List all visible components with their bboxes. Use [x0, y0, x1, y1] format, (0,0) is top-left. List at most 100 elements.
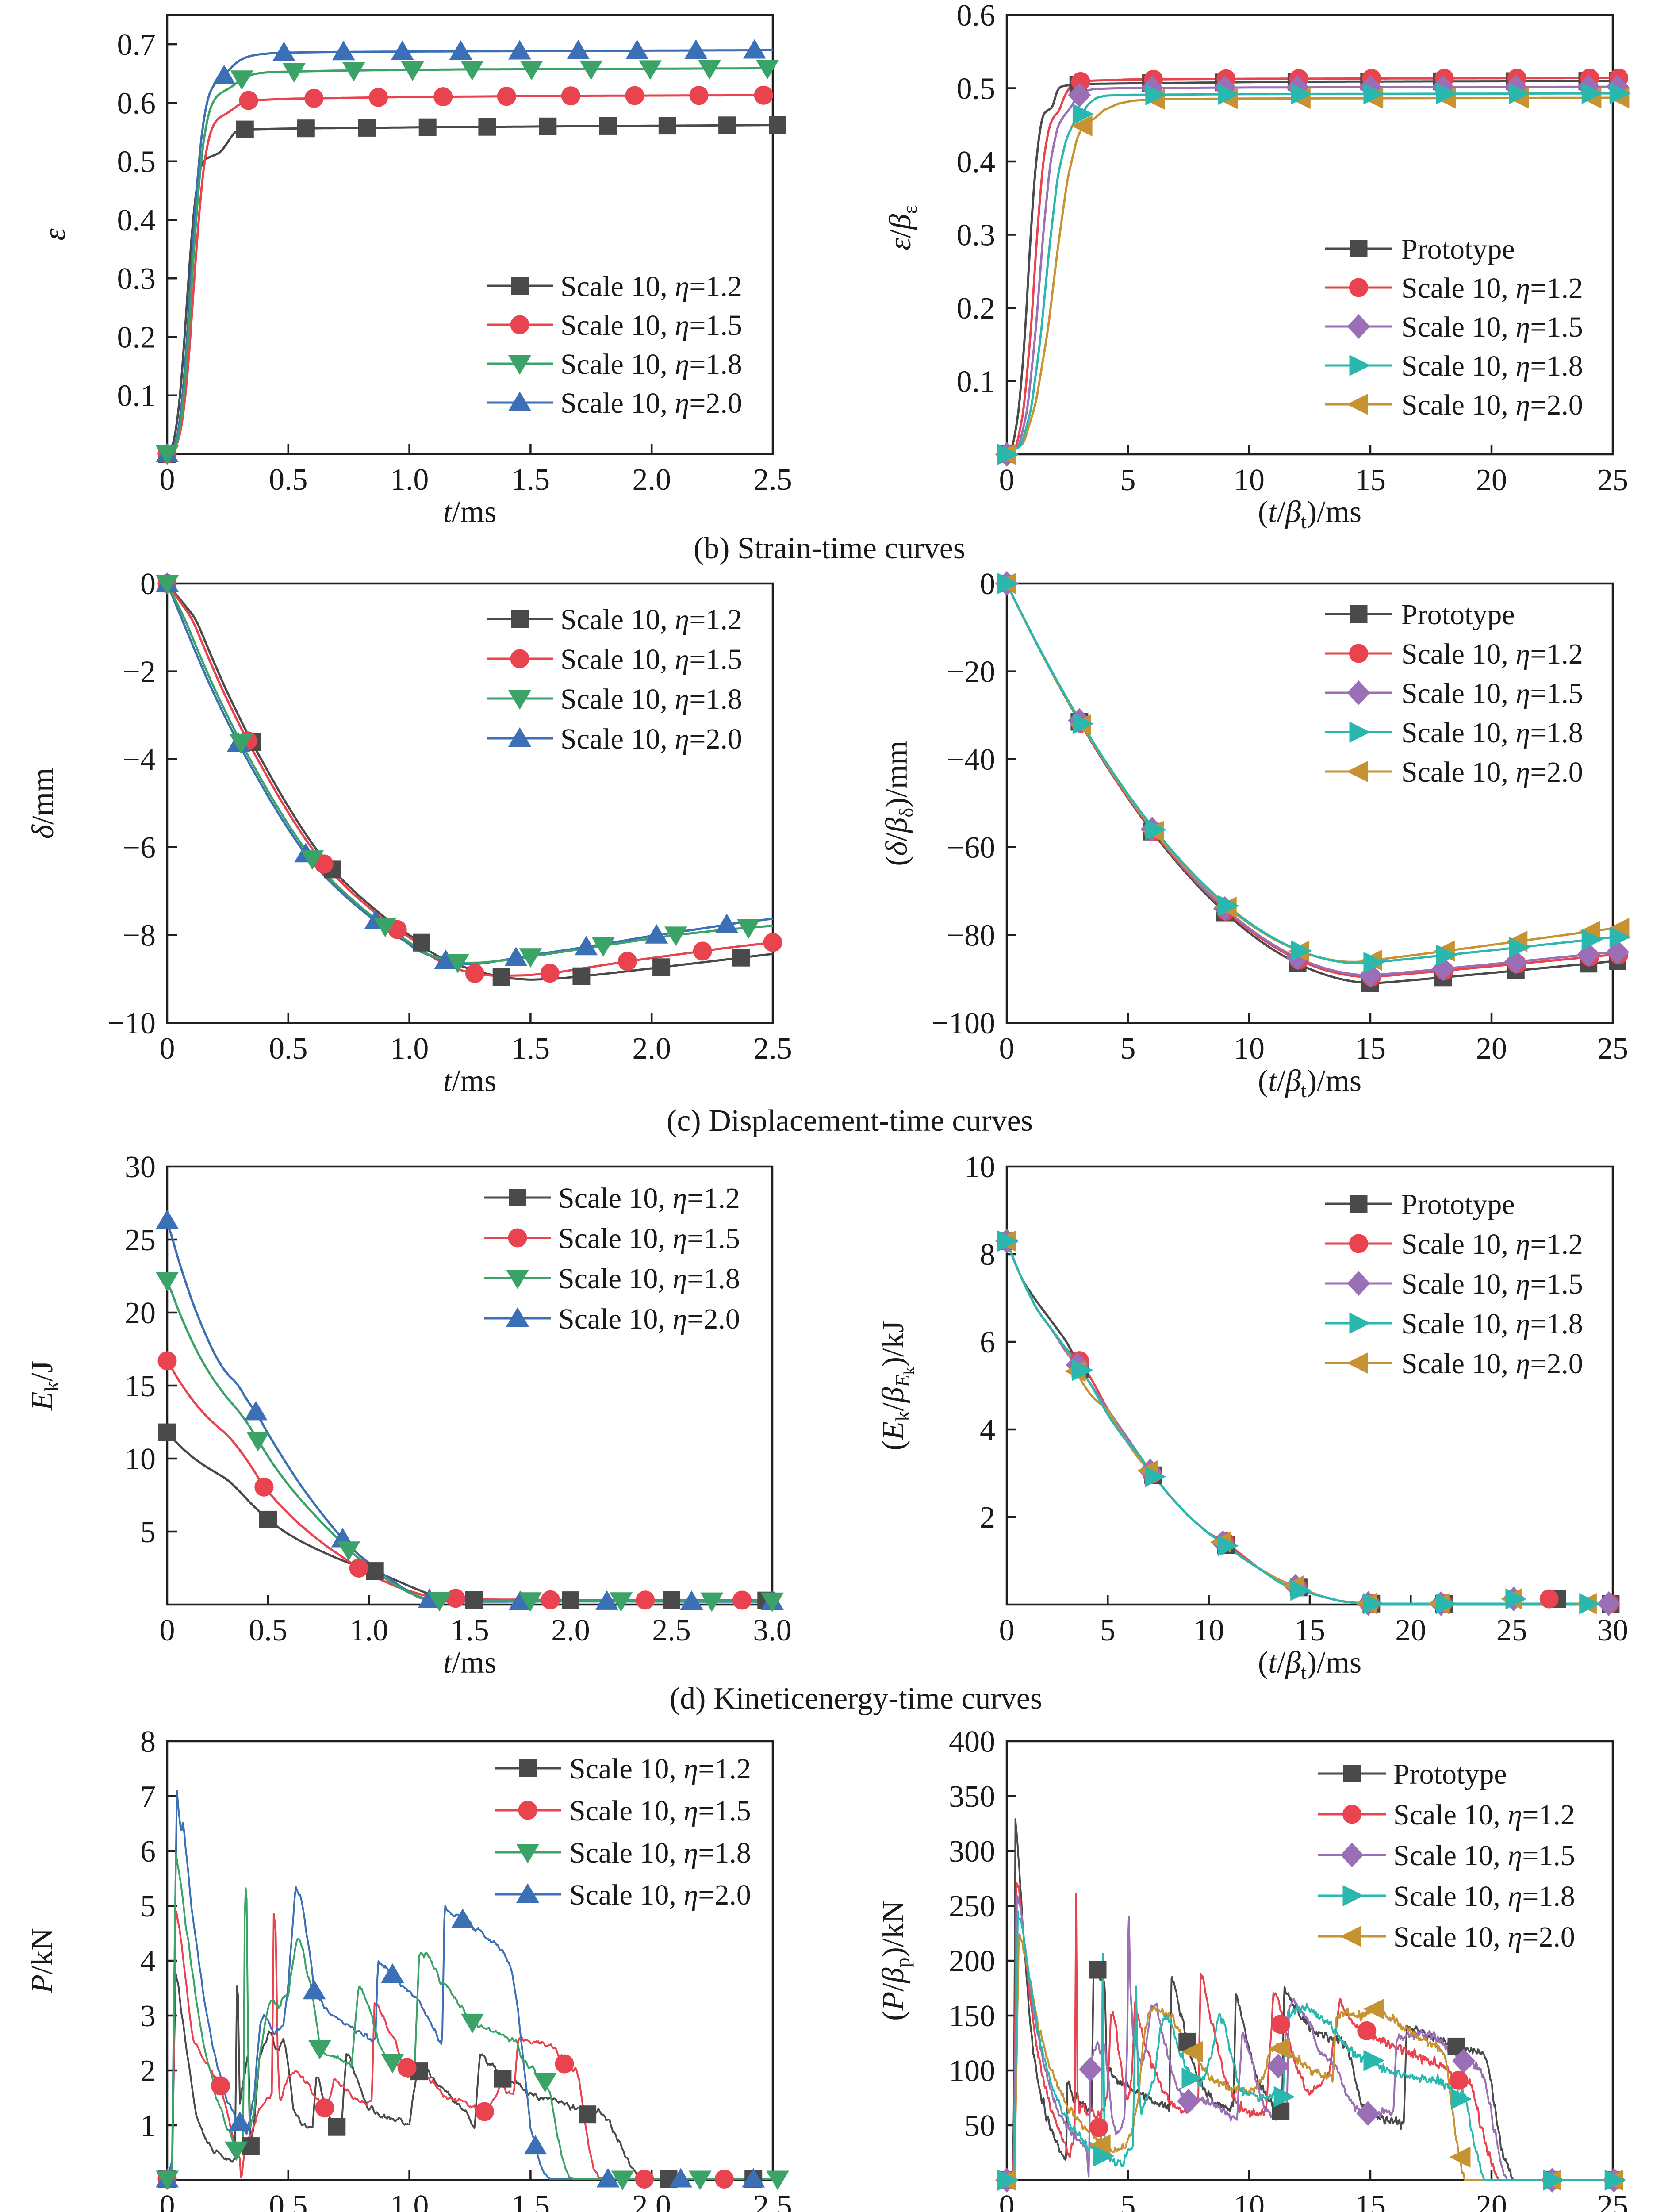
- svg-text:1.5: 1.5: [511, 1032, 550, 1066]
- svg-text:ε: ε: [38, 228, 72, 241]
- svg-text:5: 5: [1120, 463, 1136, 497]
- svg-text:Scale 10, η=2.0: Scale 10, η=2.0: [1401, 1348, 1583, 1380]
- svg-text:25: 25: [1597, 2189, 1628, 2212]
- svg-text:2.0: 2.0: [632, 2189, 671, 2212]
- svg-text:Scale 10, η=1.2: Scale 10, η=1.2: [1393, 1799, 1575, 1831]
- svg-text:Scale 10, η=1.5: Scale 10, η=1.5: [1401, 1268, 1583, 1300]
- svg-text:2.0: 2.0: [632, 1032, 671, 1066]
- svg-text:Scale 10, η=1.5: Scale 10, η=1.5: [560, 309, 742, 342]
- svg-text:Scale 10, η=1.8: Scale 10, η=1.8: [1401, 1308, 1583, 1340]
- svg-text:−60: −60: [947, 831, 995, 865]
- svg-text:400: 400: [949, 1725, 995, 1759]
- svg-text:1.0: 1.0: [390, 1032, 429, 1066]
- svg-text:10: 10: [125, 1442, 156, 1476]
- svg-text:Scale 10, η=1.8: Scale 10, η=1.8: [560, 348, 742, 380]
- svg-text:8: 8: [980, 1238, 995, 1272]
- svg-text:1.0: 1.0: [349, 1613, 388, 1647]
- svg-text:(t/βt)/ms: (t/βt)/ms: [1258, 1064, 1361, 1102]
- svg-text:15: 15: [1355, 2189, 1386, 2212]
- svg-text:Scale 10, η=1.2: Scale 10, η=1.2: [1401, 1228, 1583, 1260]
- svg-text:0: 0: [999, 2189, 1015, 2212]
- svg-text:Scale 10, η=1.8: Scale 10, η=1.8: [560, 683, 742, 715]
- svg-text:−20: −20: [947, 655, 995, 689]
- svg-text:Scale 10, η=2.0: Scale 10, η=2.0: [558, 1303, 740, 1335]
- svg-text:Scale 10, η=1.8: Scale 10, η=1.8: [1393, 1880, 1575, 1912]
- svg-text:−8: −8: [123, 918, 156, 952]
- svg-text:2.5: 2.5: [753, 2189, 792, 2212]
- svg-text:δ/mm: δ/mm: [26, 768, 60, 839]
- svg-text:50: 50: [964, 2109, 995, 2143]
- svg-text:5: 5: [1120, 2189, 1136, 2212]
- svg-text:0.4: 0.4: [117, 204, 156, 238]
- svg-text:3.0: 3.0: [753, 1613, 792, 1647]
- svg-text:0.6: 0.6: [117, 86, 156, 120]
- svg-text:Prototype: Prototype: [1401, 599, 1515, 631]
- svg-text:30: 30: [125, 1150, 156, 1184]
- svg-text:Scale 10, η=1.8: Scale 10, η=1.8: [1401, 717, 1583, 749]
- svg-text:0.5: 0.5: [269, 2189, 308, 2212]
- svg-text:−40: −40: [947, 743, 995, 777]
- svg-text:(c) Displacement-time curves: (c) Displacement-time curves: [667, 1104, 1033, 1138]
- svg-text:25: 25: [1496, 1613, 1527, 1647]
- svg-text:2.5: 2.5: [753, 463, 792, 497]
- svg-text:0.2: 0.2: [117, 321, 156, 355]
- svg-text:25: 25: [1597, 463, 1628, 497]
- svg-text:15: 15: [1355, 1032, 1386, 1066]
- svg-text:20: 20: [1395, 1613, 1426, 1647]
- svg-text:0.3: 0.3: [957, 219, 996, 253]
- svg-text:3: 3: [140, 1999, 156, 2033]
- svg-text:5: 5: [1120, 1032, 1136, 1066]
- svg-text:Scale 10, η=1.5: Scale 10, η=1.5: [569, 1795, 751, 1827]
- svg-text:t/ms: t/ms: [443, 1646, 497, 1680]
- svg-text:10: 10: [1234, 2189, 1265, 2212]
- svg-text:Scale 10, η=2.0: Scale 10, η=2.0: [1401, 389, 1583, 421]
- svg-text:15: 15: [125, 1369, 156, 1403]
- svg-text:Scale 10, η=1.2: Scale 10, η=1.2: [1401, 638, 1583, 670]
- svg-text:0: 0: [160, 2189, 175, 2212]
- svg-text:250: 250: [949, 1889, 995, 1924]
- svg-text:25: 25: [1597, 1032, 1628, 1066]
- svg-text:150: 150: [949, 1999, 995, 2033]
- svg-text:10: 10: [964, 1150, 995, 1184]
- svg-text:Scale 10, η=1.5: Scale 10, η=1.5: [1401, 677, 1583, 710]
- svg-text:0.6: 0.6: [957, 0, 996, 33]
- svg-text:0: 0: [160, 1613, 175, 1647]
- svg-text:Scale 10, η=1.5: Scale 10, η=1.5: [1401, 311, 1583, 343]
- svg-text:1.0: 1.0: [390, 463, 429, 497]
- svg-text:Scale 10, η=1.8: Scale 10, η=1.8: [558, 1263, 740, 1295]
- svg-text:6: 6: [140, 1835, 156, 1869]
- svg-text:5: 5: [140, 1515, 156, 1549]
- svg-text:Scale 10, η=1.2: Scale 10, η=1.2: [558, 1182, 740, 1214]
- svg-text:−100: −100: [932, 1006, 995, 1041]
- svg-text:P/kN: P/kN: [25, 1928, 59, 1994]
- svg-text:0: 0: [980, 567, 995, 601]
- svg-text:−2: −2: [123, 655, 156, 689]
- svg-text:1.5: 1.5: [511, 463, 550, 497]
- svg-text:Scale 10, η=1.8: Scale 10, η=1.8: [569, 1837, 751, 1869]
- svg-text:4: 4: [980, 1413, 995, 1447]
- svg-text:0.3: 0.3: [117, 262, 156, 296]
- svg-text:20: 20: [1476, 2189, 1507, 2212]
- svg-text:0.5: 0.5: [269, 463, 308, 497]
- svg-text:10: 10: [1234, 463, 1265, 497]
- svg-text:2.5: 2.5: [753, 1032, 792, 1066]
- svg-text:7: 7: [140, 1780, 156, 1814]
- svg-text:Prototype: Prototype: [1401, 233, 1515, 265]
- svg-text:2.0: 2.0: [632, 463, 671, 497]
- svg-text:Scale 10, η=2.0: Scale 10, η=2.0: [1401, 756, 1583, 788]
- svg-text:0.7: 0.7: [117, 28, 156, 62]
- svg-text:2.5: 2.5: [652, 1613, 691, 1647]
- svg-text:10: 10: [1234, 1032, 1265, 1066]
- svg-text:Prototype: Prototype: [1401, 1188, 1515, 1221]
- svg-text:(δ/βδ)/mm: (δ/βδ)/mm: [880, 741, 917, 866]
- svg-text:0: 0: [999, 463, 1015, 497]
- svg-text:Scale 10, η=1.2: Scale 10, η=1.2: [560, 270, 742, 303]
- svg-text:(t/βt)/ms: (t/βt)/ms: [1258, 495, 1361, 533]
- svg-text:0.5: 0.5: [957, 72, 996, 106]
- svg-text:Scale 10, η=2.0: Scale 10, η=2.0: [569, 1879, 751, 1911]
- svg-text:25: 25: [125, 1223, 156, 1257]
- svg-text:4: 4: [140, 1944, 156, 1978]
- svg-text:0.4: 0.4: [957, 145, 996, 179]
- svg-text:5: 5: [140, 1889, 156, 1924]
- svg-text:2: 2: [140, 2054, 156, 2088]
